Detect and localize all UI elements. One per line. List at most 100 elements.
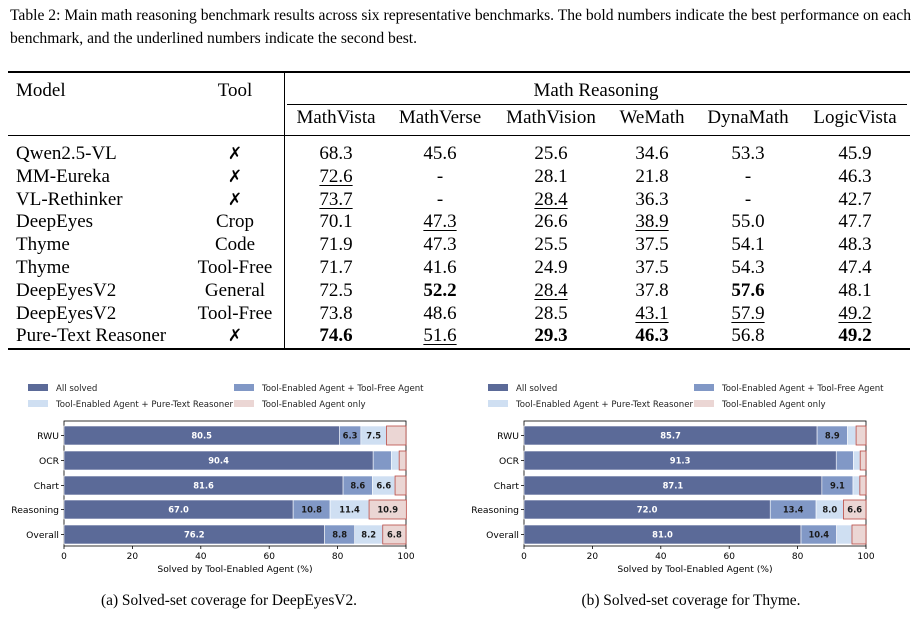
table-cell: 34.6 (635, 143, 669, 164)
header-benchmark-mathvista: MathVista (296, 107, 376, 128)
row-tool: Tool-Free (197, 302, 273, 324)
data-label: 72.0 (637, 505, 658, 515)
x-axis-label: Solved by Tool-Enabled Agent (%) (157, 564, 312, 575)
table-cell: 47.3 (423, 234, 457, 256)
data-label: 10.4 (808, 530, 829, 540)
table-cell: 42.7 (838, 188, 872, 210)
row-tool: Code (214, 234, 256, 256)
data-label: 6.8 (387, 530, 402, 540)
table-cell: 46.3 (635, 325, 669, 347)
table-cell: 51.6 (423, 325, 457, 347)
table-cell: 49.2 (838, 325, 872, 347)
table-cell: 47.4 (838, 257, 872, 278)
table-cell: 21.8 (635, 165, 669, 187)
table-cell: 53.3 (731, 143, 765, 164)
row-tool: ✗ (227, 144, 243, 164)
legend-label: Tool-Enabled Agent + Pure-Text Reasoner (515, 400, 693, 410)
data-label: 80.5 (191, 431, 212, 441)
data-label: 6.6 (376, 481, 391, 491)
table-cell: 45.9 (838, 143, 872, 164)
bar-segment (398, 450, 407, 471)
table-cell: 29.3 (534, 325, 568, 347)
category-label: RWU (497, 431, 519, 442)
legend-label: All solved (516, 384, 557, 394)
data-label: 85.7 (660, 431, 681, 441)
data-label: 67.0 (168, 505, 189, 515)
table-cell: 28.4 (534, 279, 568, 301)
x-tick-label: 20 (587, 552, 599, 562)
x-tick-label: 60 (263, 552, 275, 562)
bar-segment (390, 450, 400, 471)
table-cell: 37.5 (635, 257, 669, 278)
table-caption: Table 2: Main math reasoning benchmark r… (10, 7, 912, 47)
table-cell: - (744, 188, 752, 210)
data-label: 81.0 (652, 530, 673, 540)
group-header-underline (287, 104, 907, 105)
table-cell: 72.6 (319, 165, 353, 187)
bar-segment (394, 475, 407, 496)
table-header-rule (8, 135, 910, 136)
x-tick-label: 0 (521, 552, 527, 562)
row-model-name: MM-Eureka (16, 165, 110, 187)
row-model-name: Qwen2.5-VL (16, 143, 117, 164)
legend-label: Tool-Enabled Agent + Tool-Free Agent (261, 384, 424, 394)
table-cell: 45.6 (423, 143, 457, 164)
header-benchmark-logicvista: LogicVista (813, 107, 897, 128)
bar-segment (372, 450, 392, 471)
category-label: Chart (494, 481, 520, 492)
header-benchmark-dynamath: DynaMath (707, 107, 789, 128)
table-cell: - (436, 165, 444, 187)
x-tick-label: 60 (723, 552, 735, 562)
legend-swatch (488, 384, 508, 391)
bar-segment (836, 524, 853, 545)
row-tool: ✗ (227, 189, 243, 210)
table-cell: 43.1 (635, 302, 669, 324)
data-label: 8.0 (822, 505, 837, 515)
category-label: OCR (39, 456, 60, 467)
table-cell: 72.5 (319, 279, 353, 301)
table-cell: 71.9 (319, 234, 353, 256)
table-cell: 68.3 (319, 143, 353, 164)
header-benchmark-wemath: WeMath (619, 107, 685, 128)
table-cell: 73.7 (319, 188, 353, 210)
bar-segment (859, 450, 867, 471)
bar-segment (852, 475, 861, 496)
legend-swatch (694, 384, 714, 391)
category-label: Chart (34, 481, 60, 492)
row-tool: Crop (216, 211, 254, 233)
x-tick-label: 0 (61, 552, 67, 562)
bar-segment (368, 499, 407, 520)
table-cell: - (744, 165, 752, 187)
data-label: 11.4 (339, 505, 360, 515)
data-label: 9.1 (830, 481, 845, 491)
legend-swatch (28, 384, 48, 391)
table-cell: 46.3 (838, 165, 872, 187)
data-label: 8.9 (825, 431, 840, 441)
x-tick-label: 100 (857, 552, 874, 562)
bar-segment (843, 499, 867, 520)
table-cell: 47.3 (423, 211, 457, 233)
bar-segment (851, 524, 867, 545)
legend-swatch (28, 400, 48, 407)
row-model-name: DeepEyesV2 (16, 279, 117, 301)
table-cell: 26.6 (534, 211, 568, 233)
bar-segment (835, 450, 854, 471)
legend-swatch (234, 400, 254, 407)
category-label: Reasoning (11, 505, 59, 516)
legend-label: Tool-Enabled Agent + Pure-Text Reasoner (55, 400, 233, 410)
table-cell: 47.7 (838, 211, 872, 233)
row-tool: ✗ (227, 166, 243, 187)
subcaption-a: (a) Solved-set coverage for DeepEyesV2. (101, 592, 357, 609)
table-cell: 37.8 (635, 279, 669, 301)
row-model-name: DeepEyes (16, 211, 94, 233)
row-model-name: Thyme (16, 234, 70, 256)
data-label: 90.4 (208, 456, 229, 466)
x-tick-label: 100 (397, 552, 414, 562)
x-axis-label: Solved by Tool-Enabled Agent (%) (617, 564, 772, 575)
row-model-name: DeepEyesV2 (16, 302, 117, 324)
row-tool: General (204, 279, 266, 301)
category-label: Overall (26, 530, 59, 541)
legend-swatch (234, 384, 254, 391)
data-label: 10.8 (301, 505, 322, 515)
table-cell: 56.8 (731, 325, 765, 347)
